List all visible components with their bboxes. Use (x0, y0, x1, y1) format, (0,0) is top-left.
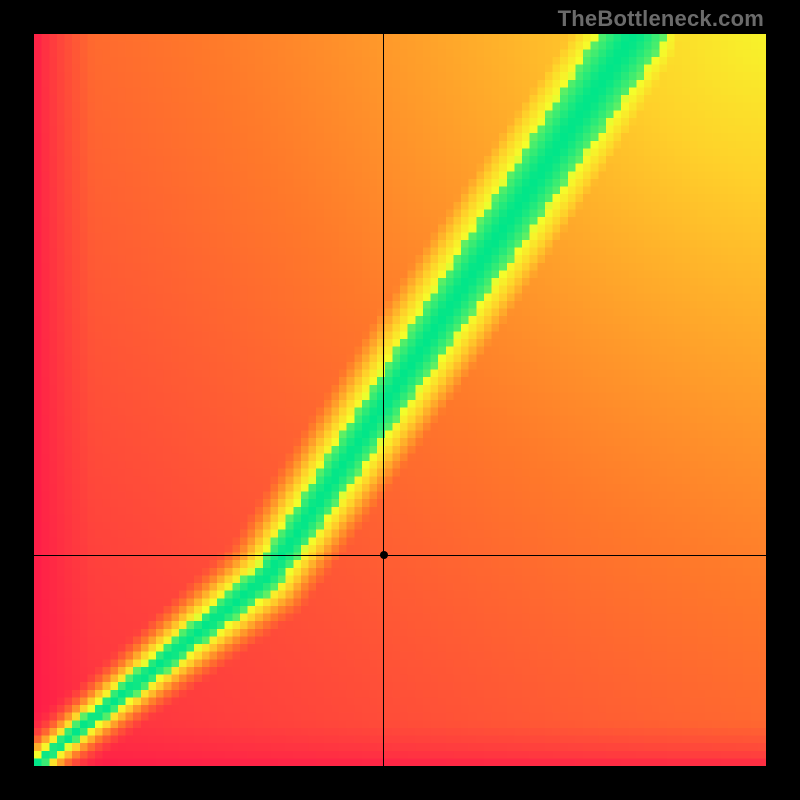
crosshair-horizontal (34, 555, 766, 556)
chart-container: TheBottleneck.com (0, 0, 800, 800)
data-point-marker (380, 551, 388, 559)
crosshair-vertical (383, 34, 384, 766)
watermark-text: TheBottleneck.com (558, 6, 764, 32)
bottleneck-heatmap (34, 34, 766, 766)
